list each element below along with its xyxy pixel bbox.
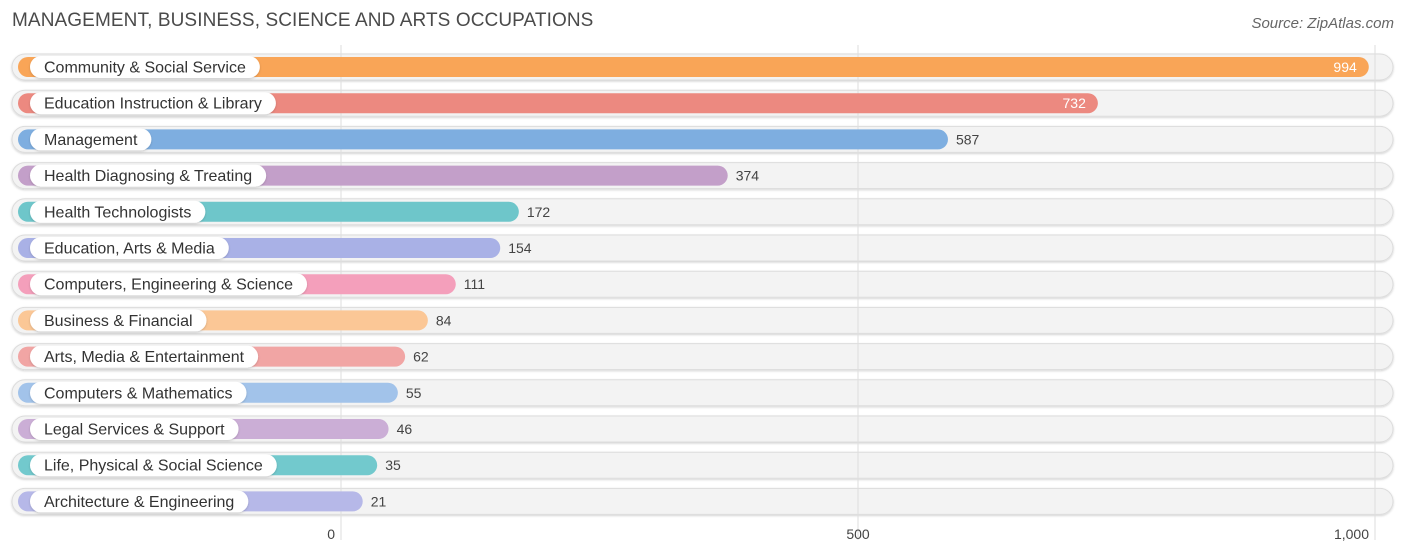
- value-label: 111: [464, 276, 485, 292]
- chart-title: MANAGEMENT, BUSINESS, SCIENCE AND ARTS O…: [12, 10, 594, 31]
- value-label: 21: [371, 493, 387, 509]
- category-label-pill: [30, 237, 229, 259]
- category-label: Computers, Engineering & Science: [44, 277, 293, 294]
- category-label-pill: [30, 92, 276, 115]
- value-label: 35: [385, 457, 401, 473]
- category-label-pill: [30, 164, 267, 187]
- value-label: 732: [1063, 95, 1087, 111]
- x-tick-label: 0: [327, 526, 335, 542]
- x-tick-label: 1,000: [1334, 526, 1369, 542]
- category-label-pill: [30, 454, 277, 477]
- category-label: Education Instruction & Library: [44, 96, 262, 113]
- x-tick-label: 500: [846, 526, 870, 542]
- category-label-pill: [30, 56, 260, 78]
- category-label-pill: [30, 381, 247, 404]
- value-label: 374: [736, 168, 760, 184]
- value-label: 62: [413, 349, 429, 365]
- category-label: Health Diagnosing & Treating: [44, 168, 252, 185]
- category-label: Architecture & Engineering: [44, 494, 234, 511]
- category-label: Community & Social Service: [44, 60, 246, 77]
- category-label-pill: [30, 200, 206, 223]
- bar: [18, 57, 1369, 77]
- category-label: Arts, Media & Entertainment: [44, 349, 245, 366]
- category-label-pill: [30, 273, 308, 296]
- value-label: 587: [956, 131, 980, 147]
- category-label: Business & Financial: [44, 313, 193, 330]
- category-label: Life, Physical & Social Science: [44, 458, 263, 475]
- category-label-pill: [30, 418, 239, 440]
- category-label-pill: [30, 345, 259, 368]
- category-label: Management: [44, 132, 138, 149]
- value-label: 84: [436, 312, 452, 328]
- category-label-pill: [30, 490, 249, 513]
- bar: [18, 129, 948, 150]
- category-label: Education, Arts & Media: [44, 241, 215, 258]
- category-label-pill: [30, 309, 207, 332]
- category-label-pill: [30, 128, 152, 151]
- value-label: 994: [1333, 59, 1357, 75]
- value-label: 46: [397, 421, 413, 437]
- value-label: 55: [406, 385, 422, 401]
- category-label: Legal Services & Support: [44, 422, 225, 439]
- source-label: Source: ZipAtlas.com: [1251, 15, 1394, 32]
- category-label: Computers & Mathematics: [44, 385, 233, 402]
- bar: [18, 93, 1098, 114]
- value-label: 154: [508, 240, 532, 256]
- category-label: Health Technologists: [44, 204, 191, 221]
- value-label: 172: [527, 204, 551, 220]
